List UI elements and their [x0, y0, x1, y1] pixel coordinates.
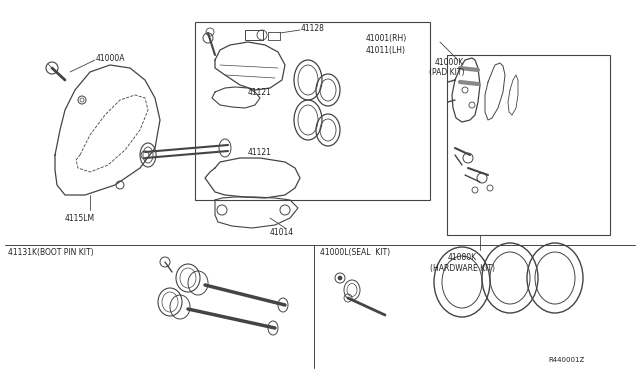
- Bar: [447, 55, 610, 235]
- Text: 41000K: 41000K: [435, 58, 464, 67]
- Bar: [268, 32, 280, 40]
- Text: 41121: 41121: [248, 87, 272, 96]
- Bar: [245, 30, 263, 40]
- Text: 41000L(SEAL  KIT): 41000L(SEAL KIT): [320, 247, 390, 257]
- Text: R440001Z: R440001Z: [548, 357, 584, 363]
- Text: 4115LM: 4115LM: [65, 214, 95, 222]
- Text: 41121: 41121: [248, 148, 272, 157]
- Bar: [195, 22, 430, 200]
- Text: 41000A: 41000A: [96, 54, 125, 62]
- Text: 41014: 41014: [270, 228, 294, 237]
- Text: 41131K(BOOT PIN KIT): 41131K(BOOT PIN KIT): [8, 247, 93, 257]
- Circle shape: [338, 276, 342, 280]
- Text: 41080K: 41080K: [448, 253, 477, 263]
- Text: 41128: 41128: [301, 23, 325, 32]
- Text: 41011(LH): 41011(LH): [366, 45, 406, 55]
- Text: 41001(RH): 41001(RH): [366, 33, 407, 42]
- Text: (PAD KIT): (PAD KIT): [429, 67, 465, 77]
- Text: (HARDWARE KIT): (HARDWARE KIT): [430, 263, 495, 273]
